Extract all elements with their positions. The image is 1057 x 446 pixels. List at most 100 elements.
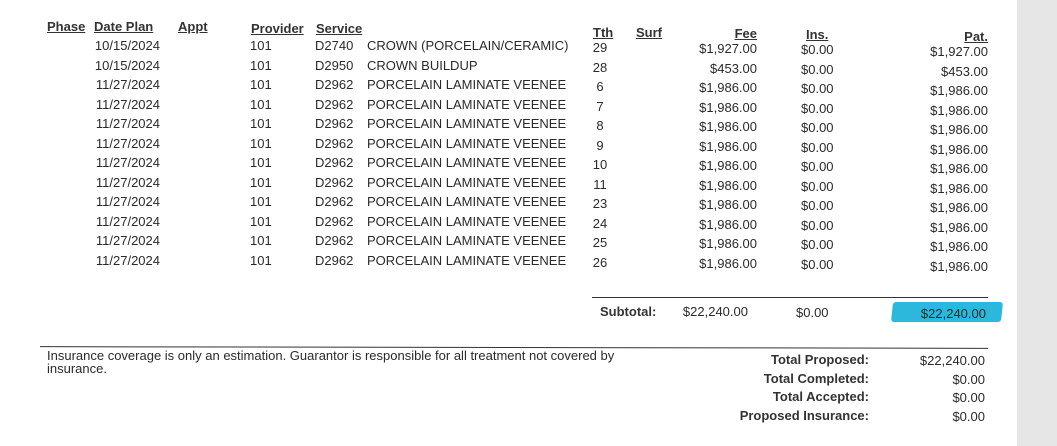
cell-desc: PORCELAIN LAMINATE VEENEE xyxy=(367,252,567,268)
cell-date: 11/27/2024 xyxy=(95,194,160,209)
cell-ins: $0.00 xyxy=(801,61,834,77)
total-value: $0.00 xyxy=(952,408,985,424)
total-label: Total Proposed: xyxy=(771,352,869,367)
cell-date: 11/27/2024 xyxy=(95,174,160,190)
subtotal-fee: $22,240.00 xyxy=(682,304,748,319)
cell-desc: PORCELAIN LAMINATE VEENEE xyxy=(367,155,567,170)
cell-provider: 101 xyxy=(250,57,272,73)
total-label: Proposed Insurance: xyxy=(739,407,869,423)
cell-date: 11/27/2024 xyxy=(95,135,160,151)
cell-desc: PORCELAIN LAMINATE VEENEE xyxy=(367,135,567,151)
cell-fee: $1,986.00 xyxy=(699,119,757,134)
cell-pat: $1,986.00 xyxy=(930,161,988,176)
cell-provider: 101 xyxy=(250,155,272,170)
header-phase: Phase xyxy=(47,19,86,34)
cell-ins: $0.00 xyxy=(801,159,834,174)
cell-date: 11/27/2024 xyxy=(95,252,160,268)
cell-code: D2962 xyxy=(315,77,354,92)
cell-provider: 101 xyxy=(250,252,272,268)
header-service: Service xyxy=(316,21,363,36)
cell-provider: 101 xyxy=(250,233,272,248)
cell-provider: 101 xyxy=(250,213,272,229)
cell-desc: PORCELAIN LAMINATE VEENEE xyxy=(367,213,567,229)
total-label: Total Accepted: xyxy=(772,389,869,404)
cell-date: 11/27/2024 xyxy=(95,96,160,112)
cell-provider: 101 xyxy=(250,116,272,131)
subtotal-label: Subtotal: xyxy=(600,304,657,319)
cell-desc: CROWN (PORCELAIN/CERAMIC) xyxy=(367,38,569,53)
cell-pat: $1,986.00 xyxy=(930,219,988,235)
cell-tth: 29 xyxy=(592,40,608,55)
cell-date: 11/27/2024 xyxy=(95,233,160,248)
cell-desc: CROWN BUILDUP xyxy=(367,57,478,73)
cell-tth: 6 xyxy=(596,79,604,94)
cell-code: D2962 xyxy=(315,155,354,170)
cell-pat: $1,986.00 xyxy=(930,239,988,254)
cell-pat: $1,927.00 xyxy=(930,44,988,59)
cell-fee: $1,986.00 xyxy=(699,255,757,271)
cell-pat: $453.00 xyxy=(941,63,988,79)
cell-pat: $1,986.00 xyxy=(930,122,988,137)
cell-desc: PORCELAIN LAMINATE VEENEE xyxy=(367,174,567,190)
cell-desc: PORCELAIN LAMINATE VEENEE xyxy=(367,77,567,92)
cell-ins: $0.00 xyxy=(801,139,834,155)
cell-desc: PORCELAIN LAMINATE VEENEE xyxy=(367,116,567,131)
cell-tth: 8 xyxy=(596,118,604,133)
cell-date: 11/27/2024 xyxy=(95,116,160,131)
header-pat: Pat. xyxy=(964,29,988,44)
cell-provider: 101 xyxy=(250,174,272,190)
header-date-plan: Date Plan xyxy=(94,19,154,34)
cell-tth: 10 xyxy=(592,157,608,172)
cell-code: D2962 xyxy=(315,213,354,229)
cell-ins: $0.00 xyxy=(801,42,834,57)
cell-date: 11/27/2024 xyxy=(95,213,160,229)
cell-fee: $1,986.00 xyxy=(699,177,757,193)
cell-code: D2962 xyxy=(315,233,354,248)
cell-pat: $1,986.00 xyxy=(930,102,988,118)
header-surf: Surf xyxy=(636,25,662,40)
cell-date: 11/27/2024 xyxy=(95,155,160,170)
cell-tth: 23 xyxy=(592,196,608,211)
cell-pat: $1,986.00 xyxy=(930,180,988,196)
cell-tth: 25 xyxy=(592,235,608,250)
cell-ins: $0.00 xyxy=(801,81,834,96)
header-appt: Appt xyxy=(178,19,208,34)
cell-fee: $1,986.00 xyxy=(699,216,757,232)
cell-fee: $1,986.00 xyxy=(699,158,757,173)
header-provider: Provider xyxy=(251,21,304,36)
cell-pat: $1,986.00 xyxy=(930,258,988,274)
cell-tth: 24 xyxy=(592,215,608,231)
cell-fee: $1,986.00 xyxy=(699,99,757,115)
cell-code: D2962 xyxy=(315,174,354,190)
disclaimer-line-2: insurance. xyxy=(47,361,107,376)
cell-pat: $1,986.00 xyxy=(930,200,988,215)
cell-ins: $0.00 xyxy=(801,256,834,272)
cell-provider: 101 xyxy=(250,77,272,92)
cell-desc: PORCELAIN LAMINATE VEENEE xyxy=(367,233,567,248)
cell-code: D2962 xyxy=(315,252,354,268)
total-label: Total Completed: xyxy=(763,370,869,386)
cell-date: 10/15/2024 xyxy=(94,38,160,53)
cell-ins: $0.00 xyxy=(801,120,834,135)
cell-provider: 101 xyxy=(250,194,272,209)
cell-code: D2962 xyxy=(315,116,354,131)
cell-fee: $1,986.00 xyxy=(699,236,757,251)
cell-tth: 7 xyxy=(596,98,604,114)
cell-ins: $0.00 xyxy=(801,178,834,194)
cell-fee: $1,986.00 xyxy=(699,80,757,95)
cell-fee: $1,986.00 xyxy=(699,197,757,212)
header-ins: Ins. xyxy=(806,27,829,42)
cell-code: D2962 xyxy=(315,135,354,151)
cell-provider: 101 xyxy=(250,135,272,151)
cell-tth: 11 xyxy=(593,176,607,192)
cell-date: 11/27/2024 xyxy=(95,77,160,92)
cell-ins: $0.00 xyxy=(801,100,834,116)
viewer-background xyxy=(1017,0,1057,446)
total-value: $0.00 xyxy=(952,371,985,387)
cell-tth: 28 xyxy=(592,59,608,75)
subtotal-pat: $22,240.00 xyxy=(920,306,986,321)
cell-code: D2740 xyxy=(315,38,354,53)
cell-tth: 26 xyxy=(592,254,608,270)
cell-fee: $453.00 xyxy=(710,60,757,76)
cell-fee: $1,986.00 xyxy=(699,138,757,154)
